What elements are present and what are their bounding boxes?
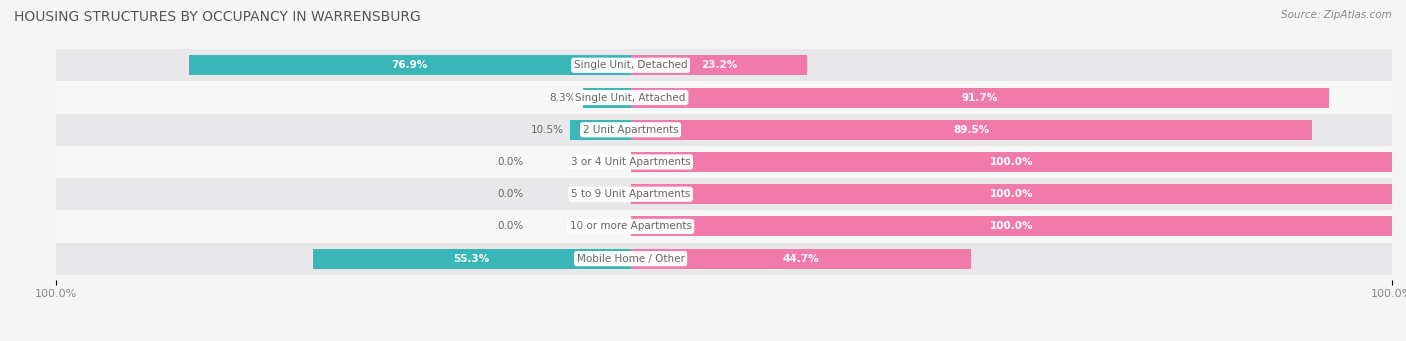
Bar	[630, 120, 1312, 140]
Text: Mobile Home / Other: Mobile Home / Other	[576, 254, 685, 264]
Text: 10.5%: 10.5%	[530, 125, 564, 135]
Bar	[630, 55, 807, 75]
Text: Single Unit, Attached: Single Unit, Attached	[575, 92, 686, 103]
Text: 55.3%: 55.3%	[454, 254, 489, 264]
Bar	[571, 120, 631, 140]
Text: 5 to 9 Unit Apartments: 5 to 9 Unit Apartments	[571, 189, 690, 199]
Text: Source: ZipAtlas.com: Source: ZipAtlas.com	[1281, 10, 1392, 20]
Bar	[630, 184, 1392, 204]
Bar	[630, 152, 1392, 172]
Text: 0.0%: 0.0%	[498, 189, 524, 199]
Text: 8.3%: 8.3%	[550, 92, 576, 103]
Text: 100.0%: 100.0%	[990, 221, 1033, 232]
Bar	[56, 178, 1392, 210]
Bar	[188, 55, 630, 75]
Text: 3 or 4 Unit Apartments: 3 or 4 Unit Apartments	[571, 157, 690, 167]
Bar	[56, 242, 1392, 275]
Bar	[630, 249, 972, 269]
Text: 91.7%: 91.7%	[962, 92, 998, 103]
Text: 23.2%: 23.2%	[700, 60, 737, 70]
Bar	[56, 49, 1392, 81]
Text: 2 Unit Apartments: 2 Unit Apartments	[582, 125, 679, 135]
Bar	[583, 88, 631, 107]
Bar	[56, 210, 1392, 242]
Text: 44.7%: 44.7%	[783, 254, 820, 264]
Text: 100.0%: 100.0%	[990, 157, 1033, 167]
Text: 76.9%: 76.9%	[392, 60, 427, 70]
Text: 0.0%: 0.0%	[498, 157, 524, 167]
Bar	[314, 249, 630, 269]
Text: HOUSING STRUCTURES BY OCCUPANCY IN WARRENSBURG: HOUSING STRUCTURES BY OCCUPANCY IN WARRE…	[14, 10, 420, 24]
Bar	[56, 81, 1392, 114]
Bar	[630, 217, 1392, 236]
Bar	[56, 146, 1392, 178]
Text: 10 or more Apartments: 10 or more Apartments	[569, 221, 692, 232]
Bar	[56, 114, 1392, 146]
Bar	[630, 88, 1329, 107]
Text: Single Unit, Detached: Single Unit, Detached	[574, 60, 688, 70]
Text: 100.0%: 100.0%	[990, 189, 1033, 199]
Text: 0.0%: 0.0%	[498, 221, 524, 232]
Text: 89.5%: 89.5%	[953, 125, 990, 135]
